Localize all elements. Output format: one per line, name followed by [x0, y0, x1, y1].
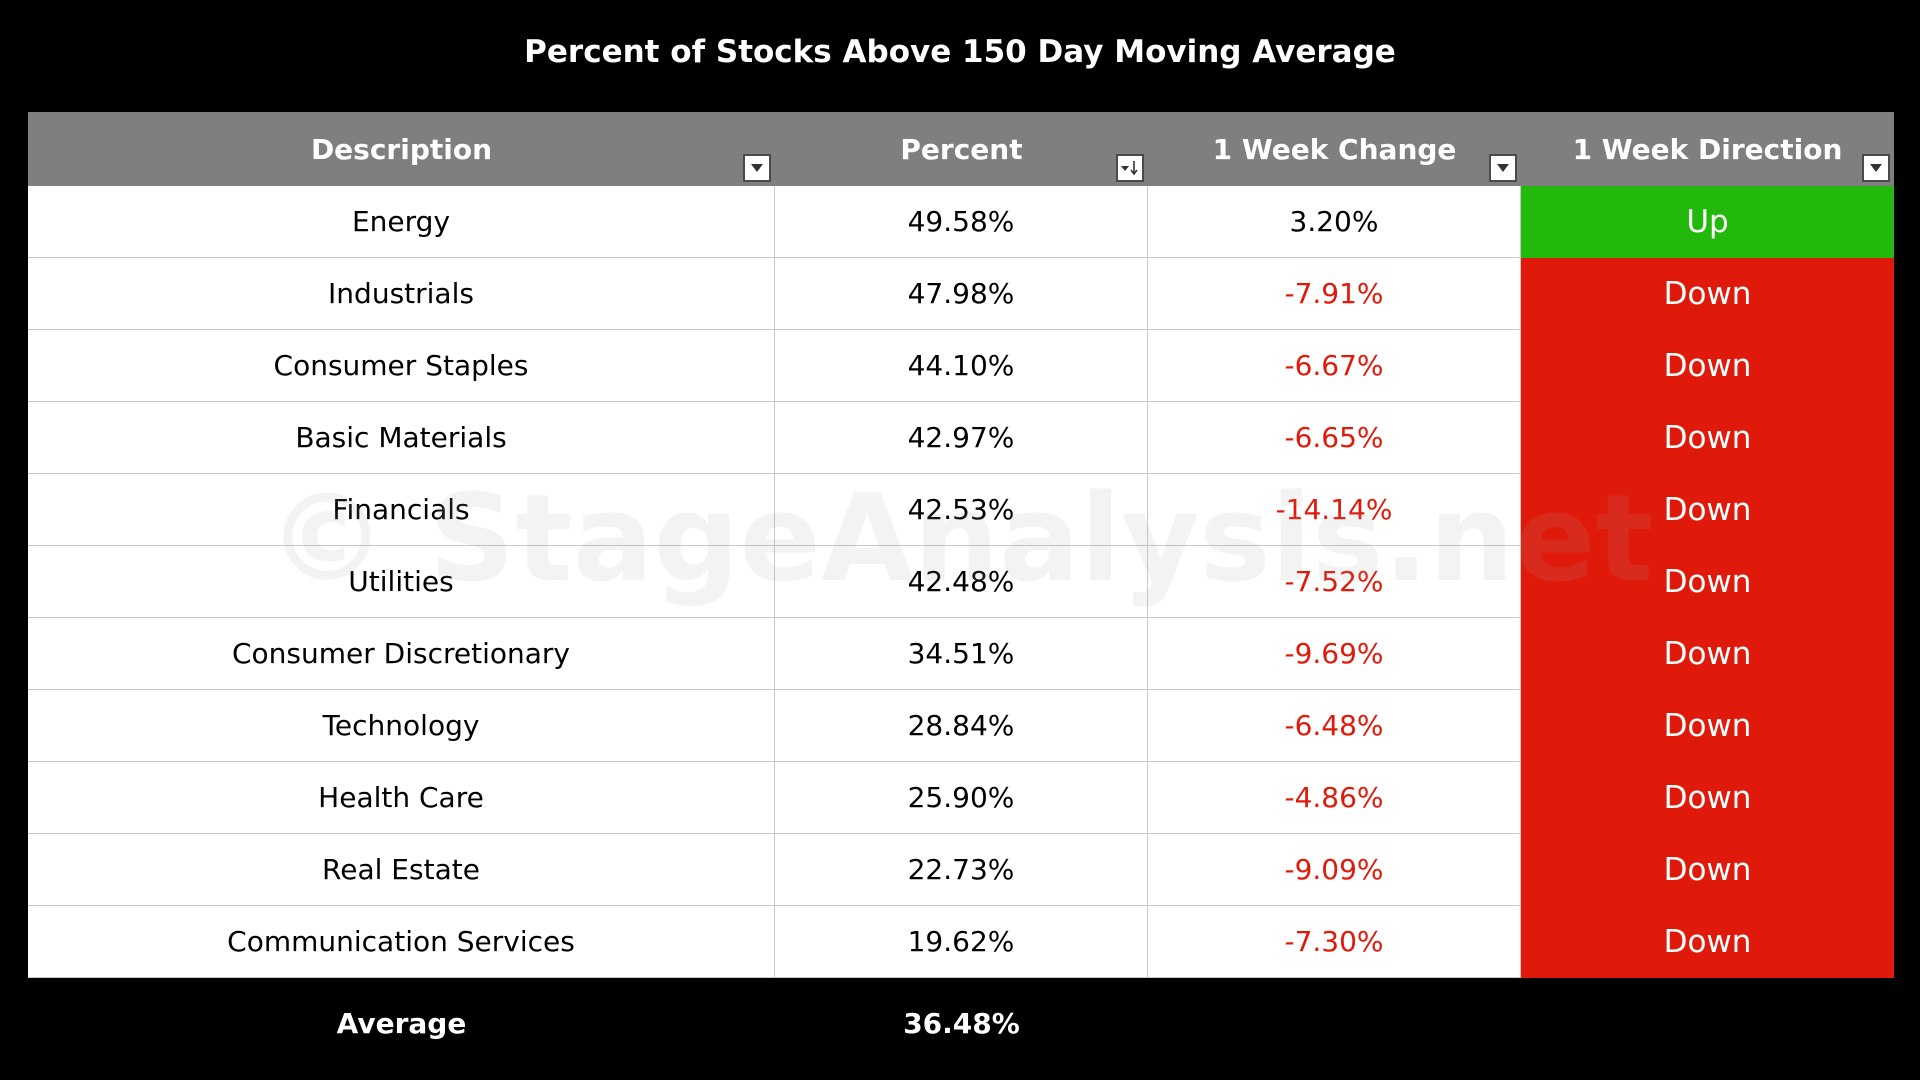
direction-cell: Down: [1521, 906, 1894, 978]
direction-cell: Down: [1521, 762, 1894, 834]
table-row: Utilities 42.48% -7.52% Down: [28, 546, 1894, 618]
table-row: Technology 28.84% -6.48% Down: [28, 690, 1894, 762]
week-change-cell: -6.48%: [1148, 690, 1521, 762]
week-change-cell: -9.69%: [1148, 618, 1521, 690]
table-row: Consumer Staples 44.10% -6.67% Down: [28, 330, 1894, 402]
table-row: Real Estate 22.73% -9.09% Down: [28, 834, 1894, 906]
table-title: Percent of Stocks Above 150 Day Moving A…: [524, 34, 1396, 70]
sort-descending-filter-icon[interactable]: [1116, 154, 1144, 182]
percent-cell: 22.73%: [775, 834, 1148, 906]
direction-cell: Down: [1521, 330, 1894, 402]
percent-cell: 47.98%: [775, 258, 1148, 330]
week-change-cell: -4.86%: [1148, 762, 1521, 834]
description-cell: Consumer Discretionary: [28, 618, 775, 690]
table-row: Industrials 47.98% -7.91% Down: [28, 258, 1894, 330]
description-cell: Communication Services: [28, 906, 775, 978]
week-change-cell: -7.52%: [1148, 546, 1521, 618]
description-cell: Financials: [28, 474, 775, 546]
direction-cell: Down: [1521, 834, 1894, 906]
direction-cell: Down: [1521, 258, 1894, 330]
table-row: Energy 49.58% 3.20% Up: [28, 186, 1894, 258]
description-cell: Technology: [28, 690, 775, 762]
average-empty: [1521, 978, 1894, 1068]
header-label: 1 Week Direction: [1572, 132, 1843, 166]
week-change-cell: -7.30%: [1148, 906, 1521, 978]
table-row: Basic Materials 42.97% -6.65% Down: [28, 402, 1894, 474]
description-cell: Health Care: [28, 762, 775, 834]
header-week-direction: 1 Week Direction: [1521, 112, 1894, 186]
description-cell: Basic Materials: [28, 402, 775, 474]
percent-cell: 34.51%: [775, 618, 1148, 690]
description-cell: Utilities: [28, 546, 775, 618]
description-cell: Consumer Staples: [28, 330, 775, 402]
percent-cell: 49.58%: [775, 186, 1148, 258]
table-header-row: Description Percent 1 Week Change 1 Week…: [28, 112, 1894, 186]
percent-cell: 42.97%: [775, 402, 1148, 474]
average-row: Average 36.48%: [28, 978, 1894, 1068]
percent-cell: 42.48%: [775, 546, 1148, 618]
table-row: Health Care 25.90% -4.86% Down: [28, 762, 1894, 834]
filter-dropdown-icon[interactable]: [1489, 154, 1517, 182]
filter-dropdown-icon[interactable]: [1862, 154, 1890, 182]
percent-cell: 19.62%: [775, 906, 1148, 978]
header-percent: Percent: [775, 112, 1148, 186]
table-row: Communication Services 19.62% -7.30% Down: [28, 906, 1894, 978]
week-change-cell: -6.65%: [1148, 402, 1521, 474]
direction-cell: Down: [1521, 546, 1894, 618]
direction-cell: Down: [1521, 618, 1894, 690]
sector-table: Description Percent 1 Week Change 1 Week…: [28, 112, 1894, 1068]
description-cell: Real Estate: [28, 834, 775, 906]
description-cell: Industrials: [28, 258, 775, 330]
direction-cell: Down: [1521, 402, 1894, 474]
table-body: Energy 49.58% 3.20% Up Industrials 47.98% -7.9…: [28, 186, 1894, 978]
filter-dropdown-icon[interactable]: [743, 154, 771, 182]
week-change-cell: -9.09%: [1148, 834, 1521, 906]
average-empty: [1148, 978, 1521, 1068]
average-value: 36.48%: [903, 1006, 1020, 1040]
header-label: Description: [310, 132, 493, 166]
table-row: Consumer Discretionary 34.51% -9.69% Down: [28, 618, 1894, 690]
direction-cell: Down: [1521, 474, 1894, 546]
header-label: 1 Week Change: [1212, 132, 1457, 166]
header-week-change: 1 Week Change: [1148, 112, 1521, 186]
percent-cell: 28.84%: [775, 690, 1148, 762]
week-change-cell: -7.91%: [1148, 258, 1521, 330]
week-change-cell: 3.20%: [1148, 186, 1521, 258]
direction-cell: Down: [1521, 690, 1894, 762]
description-cell: Energy: [28, 186, 775, 258]
average-label: Average: [336, 1006, 467, 1040]
percent-cell: 42.53%: [775, 474, 1148, 546]
table-row: Financials 42.53% -14.14% Down: [28, 474, 1894, 546]
week-change-cell: -14.14%: [1148, 474, 1521, 546]
header-description: Description: [28, 112, 775, 186]
percent-cell: 25.90%: [775, 762, 1148, 834]
week-change-cell: -6.67%: [1148, 330, 1521, 402]
direction-cell: Up: [1521, 186, 1894, 258]
percent-cell: 44.10%: [775, 330, 1148, 402]
header-label: Percent: [900, 132, 1023, 166]
